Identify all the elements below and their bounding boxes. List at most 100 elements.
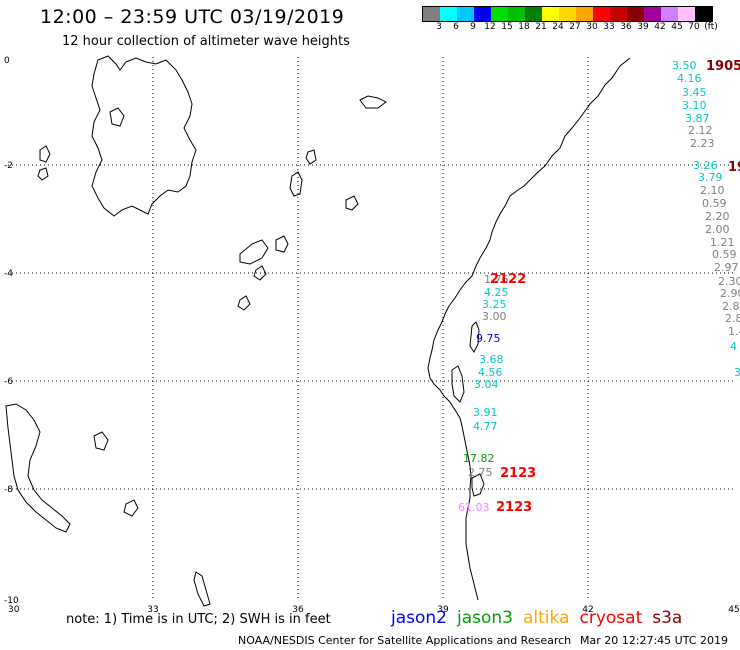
lake-small-a bbox=[239, 239, 269, 265]
legend-swatch bbox=[661, 7, 678, 21]
wave-height-value: 3.79 bbox=[698, 171, 723, 184]
y-tick-label: -8 bbox=[4, 485, 13, 495]
x-tick-label: 36 bbox=[292, 605, 304, 615]
pass-time-label: 19 bbox=[728, 160, 740, 175]
wave-height-value: 2.23 bbox=[690, 137, 715, 150]
legend-label: 42 bbox=[654, 22, 666, 32]
legend-swatch bbox=[525, 7, 542, 21]
wave-height-value: 4.25 bbox=[484, 286, 509, 299]
satellite-name: s3a bbox=[652, 608, 683, 628]
wave-height-value: 2.8 bbox=[722, 300, 740, 313]
lake-small-e bbox=[305, 149, 317, 165]
satellite-name: cryosat bbox=[579, 608, 643, 628]
wave-height-values: 3.504.163.453.103.872.122.23 3.263.792.10… bbox=[458, 59, 740, 514]
pemba-island bbox=[469, 321, 480, 353]
wave-height-value: 3.00 bbox=[482, 310, 507, 323]
legend-swatch bbox=[542, 7, 559, 21]
wave-height-value: 4 bbox=[730, 340, 737, 353]
wave-height-value: 61.03 bbox=[458, 501, 490, 514]
timestamp: Mar 20 12:27:45 UTC 2019 bbox=[580, 634, 728, 647]
lake-small-b bbox=[275, 235, 289, 253]
y-tick-label: -2 bbox=[4, 161, 13, 171]
wave-height-value: 17.82 bbox=[463, 452, 495, 465]
color-legend bbox=[422, 6, 713, 22]
y-tick-label: -10 bbox=[4, 596, 19, 606]
legend-label: (ft) bbox=[704, 22, 718, 32]
legend-swatch bbox=[440, 7, 457, 21]
legend-swatch bbox=[610, 7, 627, 21]
footer-note: note: 1) Time is in UTC; 2) SWH is in fe… bbox=[66, 612, 331, 627]
wave-height-value: 1.76 bbox=[484, 273, 509, 286]
legend-swatch bbox=[593, 7, 610, 21]
legend-label: 36 bbox=[620, 22, 632, 32]
legend-label: 21 bbox=[535, 22, 547, 32]
legend-label: 18 bbox=[518, 22, 530, 32]
wave-height-value: 3.25 bbox=[482, 298, 507, 311]
legend-label: 9 bbox=[470, 22, 476, 32]
legend-label: 70 bbox=[688, 22, 700, 32]
lake-malawi bbox=[5, 403, 71, 533]
wave-height-value: 4.77 bbox=[473, 420, 498, 433]
legend-label: 33 bbox=[603, 22, 615, 32]
axis-ticks: 30 33 36 39 42 45 0 -2 -4 -6 -8 -10 bbox=[4, 56, 740, 615]
lake-small-d bbox=[359, 95, 387, 109]
x-tick-label: 30 bbox=[8, 605, 20, 615]
legend-label: 12 bbox=[484, 22, 496, 32]
legend-label: 3 bbox=[436, 22, 442, 32]
lake-small-i bbox=[39, 145, 51, 163]
legend-swatch bbox=[644, 7, 661, 21]
x-tick-label: 45 bbox=[728, 605, 739, 615]
lake-victoria bbox=[91, 55, 197, 217]
satellite-name: jason2 bbox=[391, 608, 447, 628]
satellite-name: jason3 bbox=[457, 608, 513, 628]
legend-swatch bbox=[559, 7, 576, 21]
wave-height-value: 0.59 bbox=[712, 248, 737, 261]
wave-height-value: 2.10 bbox=[700, 184, 725, 197]
lake-small-f bbox=[345, 195, 359, 211]
coastline bbox=[5, 55, 631, 607]
wave-height-value: 1.4 bbox=[728, 325, 740, 338]
x-tick-label: 42 bbox=[582, 605, 593, 615]
legend-label: 15 bbox=[501, 22, 513, 32]
lake-small-l bbox=[123, 499, 139, 517]
wave-height-value: 3.50 bbox=[672, 59, 697, 72]
x-tick-label: 39 bbox=[437, 605, 449, 615]
x-tick-label: 33 bbox=[147, 605, 158, 615]
legend-swatch bbox=[491, 7, 508, 21]
legend-swatch bbox=[457, 7, 474, 21]
wave-height-value: 3.04 bbox=[474, 378, 499, 391]
y-tick-label: -4 bbox=[4, 269, 13, 279]
lake-small-j bbox=[37, 167, 49, 181]
y-tick-label: -6 bbox=[4, 377, 13, 387]
wave-height-value: 9.75 bbox=[476, 332, 501, 345]
legend-label: 27 bbox=[569, 22, 581, 32]
wave-height-value: 2.20 bbox=[705, 210, 730, 223]
wave-height-value: 0.59 bbox=[702, 197, 727, 210]
y-tick-label: 0 bbox=[4, 56, 10, 66]
legend-swatch bbox=[474, 7, 491, 21]
pass-time-label: 2123 bbox=[496, 500, 532, 515]
wave-height-value: 3.10 bbox=[682, 99, 707, 112]
zanzibar-island bbox=[451, 365, 465, 403]
legend-label: 30 bbox=[586, 22, 598, 32]
pass-time-labels: 1905 19 2122 2123 2123 bbox=[490, 59, 740, 515]
lake-small-g bbox=[253, 265, 267, 281]
wave-height-value: 3.68 bbox=[479, 353, 504, 366]
graticule bbox=[8, 57, 734, 600]
wave-height-value: 2.8 bbox=[725, 312, 740, 325]
wave-height-value: 2.30 bbox=[718, 275, 740, 288]
wave-height-value: 2.00 bbox=[705, 223, 730, 236]
legend-swatch bbox=[678, 7, 695, 21]
legend-swatch bbox=[423, 7, 440, 21]
wave-height-value: 2.97 bbox=[714, 261, 739, 274]
lake-small-c bbox=[289, 171, 303, 197]
credit-line: NOAA/NESDIS Center for Satellite Applica… bbox=[238, 634, 572, 647]
legend-swatch bbox=[508, 7, 525, 21]
wave-height-value: 4.56 bbox=[478, 366, 503, 379]
wave-height-value: 2.90 bbox=[720, 287, 740, 300]
legend-swatch bbox=[576, 7, 593, 21]
legend-swatch bbox=[627, 7, 644, 21]
wave-height-value: 4.16 bbox=[677, 72, 702, 85]
map-title: 12:00 – 23:59 UTC 03/19/2019 bbox=[40, 6, 345, 28]
